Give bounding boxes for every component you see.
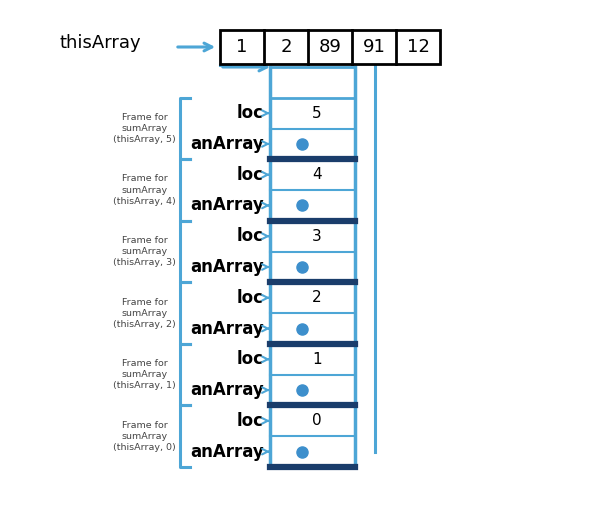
Text: loc: loc — [237, 166, 264, 184]
Text: Frame for
sumArray
(thisArray, 4): Frame for sumArray (thisArray, 4) — [113, 174, 176, 206]
Text: thisArray: thisArray — [60, 34, 142, 52]
Text: loc: loc — [237, 227, 264, 245]
Text: loc: loc — [237, 289, 264, 307]
Text: anArray: anArray — [190, 381, 264, 399]
Text: 1: 1 — [236, 38, 248, 56]
Text: anArray: anArray — [190, 442, 264, 461]
Text: anArray: anArray — [190, 135, 264, 153]
Text: loc: loc — [237, 412, 264, 430]
Text: Frame for
sumArray
(thisArray, 2): Frame for sumArray (thisArray, 2) — [113, 297, 176, 329]
Text: loc: loc — [237, 104, 264, 122]
Text: Frame for
sumArray
(thisArray, 3): Frame for sumArray (thisArray, 3) — [113, 236, 176, 267]
Text: Frame for
sumArray
(thisArray, 5): Frame for sumArray (thisArray, 5) — [113, 113, 176, 144]
Text: 2: 2 — [312, 290, 322, 305]
Text: 4: 4 — [312, 167, 322, 182]
Text: anArray: anArray — [190, 258, 264, 276]
Text: 2: 2 — [280, 38, 292, 56]
Text: 5: 5 — [312, 106, 322, 121]
Text: anArray: anArray — [190, 320, 264, 337]
Text: 1: 1 — [312, 352, 322, 367]
Text: Frame for
sumArray
(thisArray, 1): Frame for sumArray (thisArray, 1) — [113, 359, 176, 390]
Text: Frame for
sumArray
(thisArray, 0): Frame for sumArray (thisArray, 0) — [113, 421, 176, 452]
Bar — [220, 30, 440, 64]
Text: 89: 89 — [319, 38, 342, 56]
Text: 3: 3 — [312, 229, 322, 244]
Text: 91: 91 — [362, 38, 386, 56]
Text: anArray: anArray — [190, 196, 264, 215]
Text: 0: 0 — [312, 414, 322, 428]
Text: loc: loc — [237, 350, 264, 368]
Text: 12: 12 — [406, 38, 430, 56]
